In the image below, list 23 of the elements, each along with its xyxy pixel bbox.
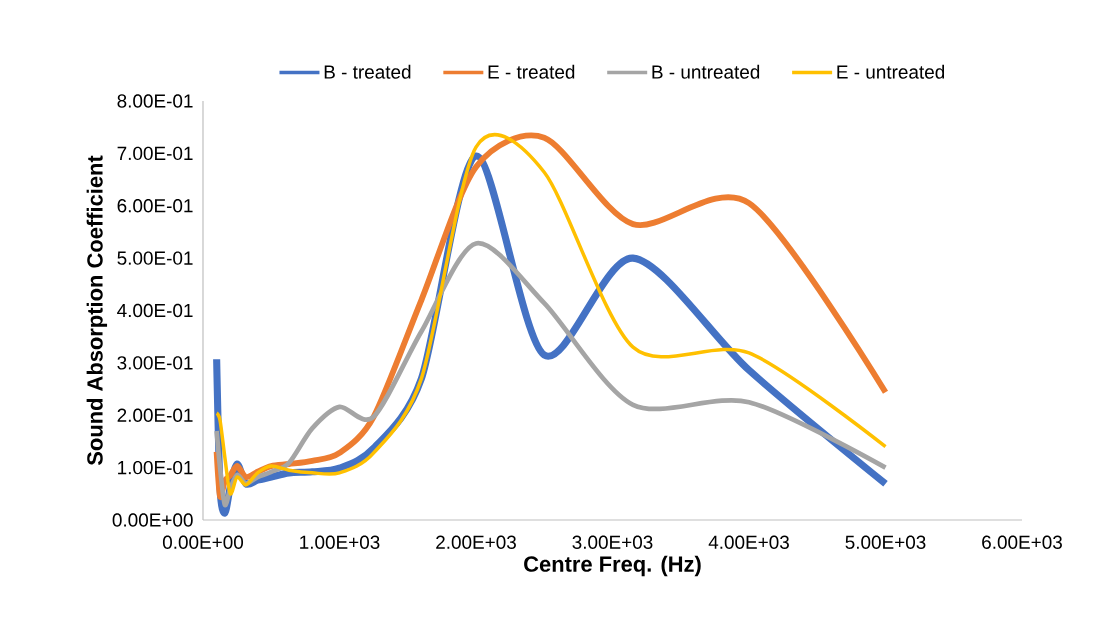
x-tick-label: 4.00E+03 <box>708 535 789 549</box>
x-tick-label: 6.00E+03 <box>982 535 1062 549</box>
y-tick-label: 2.00E-01 <box>117 408 193 422</box>
legend-label: B - treated <box>324 64 411 79</box>
x-tick-label: 1.00E+03 <box>300 535 380 549</box>
y-tick-label: 7.00E-01 <box>117 146 193 161</box>
y-tick-label: 0.00E+00 <box>112 513 193 527</box>
line-series <box>214 241 888 508</box>
y-tick-label: 5.00E-01 <box>117 251 193 265</box>
y-tick-label: 6.00E-01 <box>117 199 193 213</box>
y-tick-label: 4.00E-01 <box>117 303 193 318</box>
x-tick-label: 0.00E+00 <box>162 535 244 549</box>
x-tick-label: 3.00E+03 <box>572 535 653 549</box>
legend-label: E - untreated <box>837 64 945 79</box>
y-tick-label: 3.00E-01 <box>117 356 193 370</box>
x-axis-title: Centre Freq. (Hz) <box>524 555 701 577</box>
x-tick-label: 2.00E+03 <box>436 535 516 549</box>
y-tick-label: 8.00E-01 <box>117 94 193 108</box>
x-tick-label: 5.00E+03 <box>845 535 926 549</box>
legend-label: B - untreated <box>652 64 760 79</box>
y-tick-label: 1.00E-01 <box>118 460 193 475</box>
legend-label: E - treated <box>488 64 575 79</box>
y-axis-title: Sound Absorption Coefficient <box>86 155 108 466</box>
